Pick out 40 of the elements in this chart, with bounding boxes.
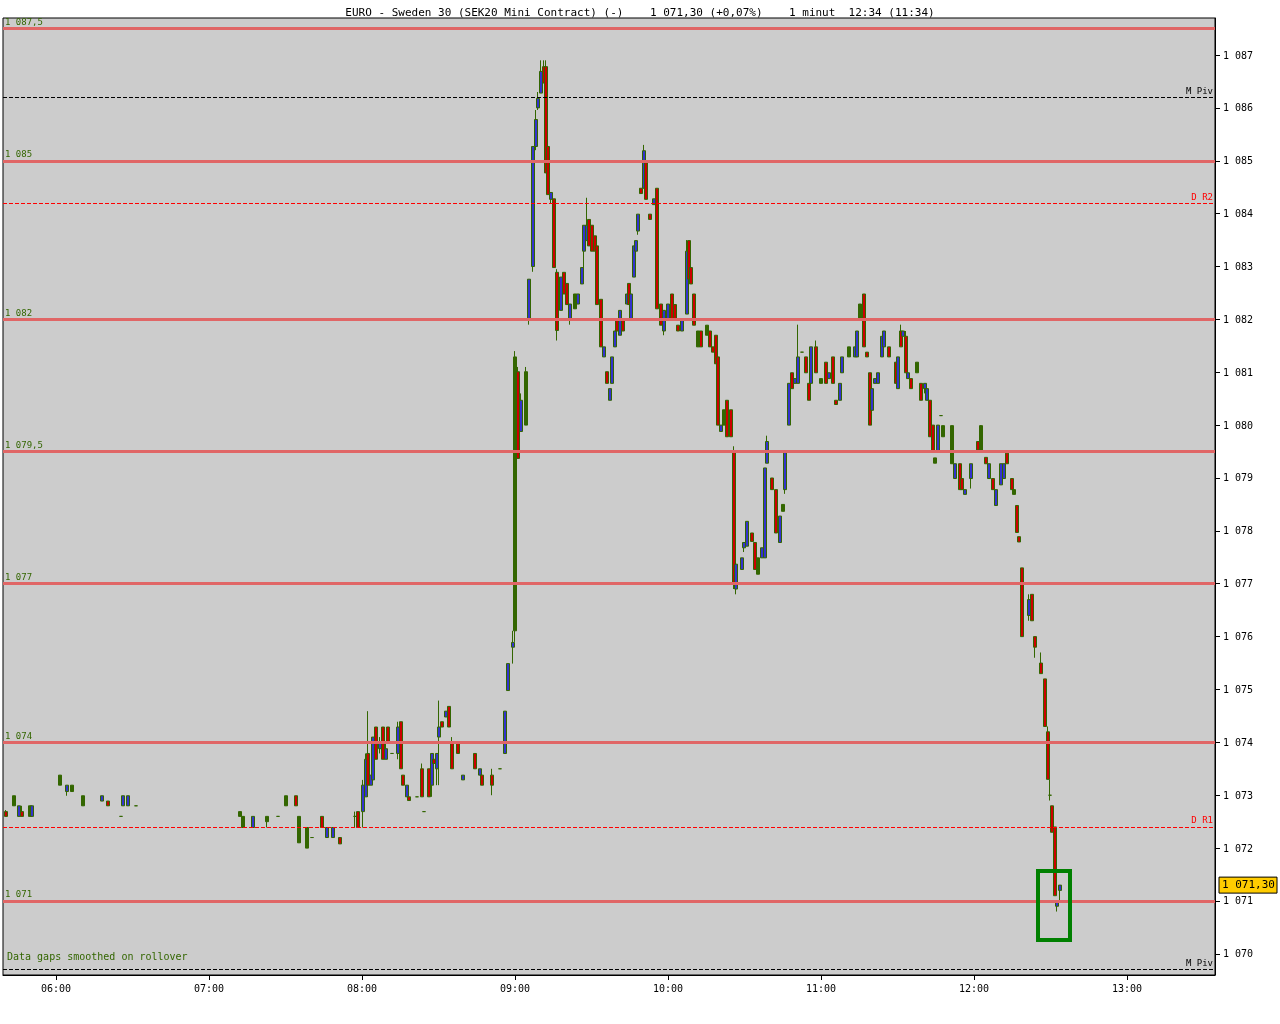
y-tick-label: 1 084: [1223, 208, 1254, 220]
ref-line-label: 1 071: [5, 889, 33, 900]
x-tick-label: 07:00: [193, 982, 225, 994]
x-tick-label: 06:00: [40, 982, 71, 994]
chart-title: EURO - Sweden 30 (SEK20 Mini Contract) (-) 1 071,30 (+0,07%) 1 minut 12:34 (11:34): [345, 6, 935, 19]
y-tick-label: 1 080: [1223, 419, 1254, 431]
ref-line-label: 1 074: [5, 730, 33, 741]
y-tick-label: 1 086: [1223, 102, 1254, 114]
ref-line-label: D R2: [1191, 191, 1213, 202]
y-tick-label: 1 071: [1223, 895, 1254, 907]
y-tick-label: 1 076: [1223, 631, 1254, 643]
y-tick-label: 1 070: [1223, 948, 1254, 960]
y-tick-label: 1 077: [1223, 578, 1254, 590]
y-tick-label: 1 073: [1223, 789, 1254, 801]
ref-line-label: 1 082: [5, 307, 33, 318]
y-tick-label: 1 081: [1223, 366, 1254, 378]
ref-line-label: 1 077: [5, 572, 33, 583]
x-tick-label: 11:00: [805, 982, 837, 994]
annotation: Data gaps smoothed on rollover: [7, 950, 188, 962]
ref-line-label: 1 085: [5, 149, 33, 160]
y-tick-label: 1 074: [1223, 736, 1254, 748]
x-tick-label: 10:00: [652, 982, 684, 994]
x-tick-label: 12:00: [958, 982, 990, 994]
y-tick-label: 1 075: [1223, 683, 1254, 695]
x-tick-label: 09:00: [499, 982, 531, 994]
x-tick-label: 08:00: [346, 982, 378, 994]
y-tick-label: 1 079: [1223, 472, 1254, 484]
ref-line-label: 1 079,5: [5, 440, 43, 451]
ref-line-label: M Piv: [1185, 85, 1213, 96]
ref-line-label: M Piv: [1185, 958, 1213, 969]
x-tick-label: 13:00: [1111, 982, 1143, 994]
y-tick-label: 1 082: [1223, 313, 1254, 325]
y-tick-label: 1 083: [1223, 261, 1254, 272]
y-tick-label: 1 078: [1223, 525, 1254, 537]
ref-line-label: D R1: [1191, 815, 1213, 826]
y-tick-label: 1 085: [1223, 155, 1254, 167]
y-tick-label: 1 072: [1223, 842, 1254, 854]
ref-line-label: 1 087,5: [5, 17, 43, 28]
y-tick-label: 1 087: [1223, 49, 1254, 61]
text: 1 071,30: [1222, 878, 1275, 892]
